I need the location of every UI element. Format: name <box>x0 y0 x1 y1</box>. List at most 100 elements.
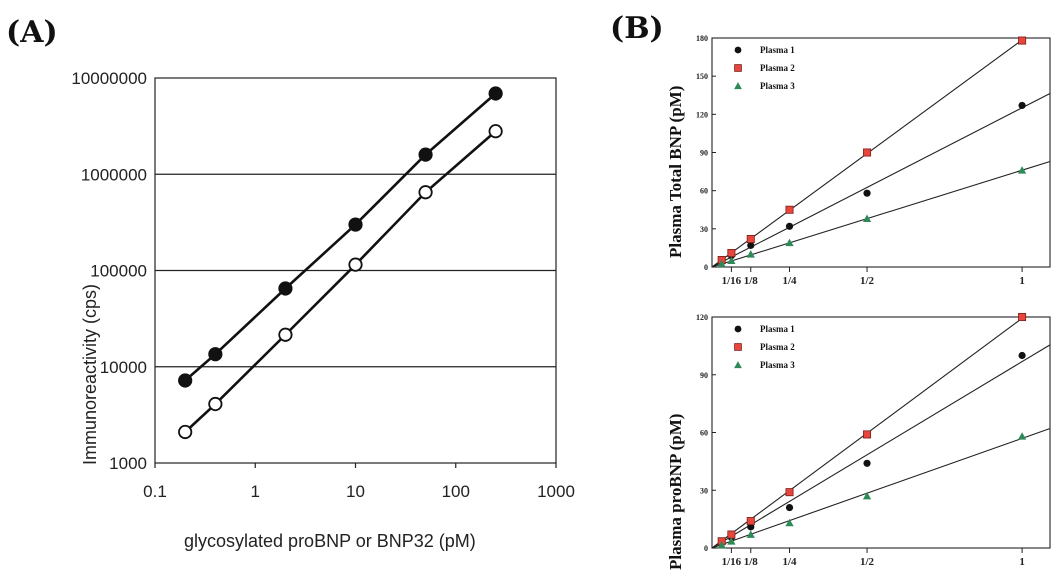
panel-b-bottom-series-2-point <box>1018 312 1027 321</box>
panel-b-bottom-series-3-point <box>862 491 872 500</box>
panel-a-y-tick-label: 100000 <box>90 262 147 281</box>
panel-b-top-series-2-point <box>727 249 736 258</box>
panel-a-x-axis-label: glycosylated proBNP or BNP32 (pM) <box>184 531 476 551</box>
panel-a-series-1-point <box>418 147 433 162</box>
panel-a-series-1-point <box>348 217 363 232</box>
panel-b-top-x-tick-label: 1/4 <box>782 275 797 287</box>
panel-b-bottom-series-3-point <box>1017 432 1027 440</box>
panel-a-chart: (A) Immunoreactivity (cps) glycosylated … <box>6 15 575 551</box>
panel-b-bottom-x-tick-label: 1 <box>1019 556 1025 568</box>
panel-b-top-x-tick-label: 1/8 <box>744 275 759 287</box>
panel-b-bottom-series-3-point <box>746 530 755 538</box>
panel-b-top-series-3-point <box>717 259 726 268</box>
panel-b-bottom-series-3-fit-line <box>711 428 1051 549</box>
panel-b-bottom-y-axis-label: Plasma proBNP (pM) <box>666 414 685 570</box>
panel-b-bottom-series-1-point <box>785 503 794 512</box>
panel-b-bottom-y-tick-label: 30 <box>700 486 708 495</box>
panel-b-bottom-series-2-point <box>746 517 755 526</box>
panel-a-x-tick-label: 1 <box>251 482 260 501</box>
panel-b-top-x-tick-label: 1/2 <box>860 275 875 287</box>
panel-b-top-legend-label: Plasma 1 <box>760 45 795 55</box>
panel-a-series-2-point <box>348 257 363 272</box>
panel-b-top-legend-marker <box>734 64 742 72</box>
panel-b-bottom-legend-label: Plasma 2 <box>760 342 795 352</box>
panel-a-x-tick-label: 0.1 <box>143 482 167 501</box>
panel-b-bottom-series-2-point <box>863 430 872 439</box>
panel-a-y-tick-label: 1000 <box>109 454 147 473</box>
panel-b-bottom-series-1-point <box>1018 351 1026 360</box>
panel-b-top-series-2-point <box>863 148 872 157</box>
panel-b-top-series-3-point <box>785 238 794 247</box>
panel-a-series-1-point <box>488 86 503 101</box>
panel-a-x-tick-label: 10 <box>346 482 365 501</box>
panel-b-top-x-tick-label: 1 <box>1019 275 1025 287</box>
panel-b-top-series-1-fit-line <box>711 92 1051 268</box>
panel-b-top-series-2-point <box>746 235 755 244</box>
panel-b-bottom-series-1-fit-line <box>711 344 1051 549</box>
panel-b-top-y-tick-label: 30 <box>700 225 708 234</box>
panel-b-top-series-1-point <box>1018 101 1026 110</box>
panel-a-y-tick-label: 1000000 <box>81 165 147 184</box>
panel-b-bottom-x-tick-label: 1/8 <box>744 556 759 568</box>
panel-a-series-1-point <box>208 347 223 362</box>
panel-a-series-1-point <box>178 373 193 388</box>
panel-a-series-2-line <box>184 130 497 433</box>
panel-a-x-tick-label: 100 <box>442 482 470 501</box>
panel-b-top-y-tick-label: 90 <box>700 149 708 158</box>
panel-b-top-y-tick-label: 0 <box>704 263 708 272</box>
panel-b-bottom-legend-label: Plasma 1 <box>760 324 795 334</box>
panel-b-bottom-series-1-point <box>863 459 871 467</box>
panel-b-bottom-series-3-point <box>785 518 794 527</box>
panel-b-top-series-2-point <box>785 205 794 214</box>
panel-b-bottom-legend-label: Plasma 3 <box>760 360 795 370</box>
panel-b-bottom-x-tick-label: 1/2 <box>860 556 875 568</box>
panel-b-top-series-1-point <box>785 222 794 230</box>
panel-a-x-tick-label: 1000 <box>537 482 575 501</box>
panel-b-bottom-y-tick-label: 60 <box>700 429 708 438</box>
panel-a-y-tick-label: 10000000 <box>71 69 147 88</box>
panel-a-series-2-point <box>178 424 193 440</box>
panel-b-bottom-series-3-point <box>727 537 736 545</box>
panel-b-bottom-legend-marker <box>734 343 742 351</box>
panel-b-bottom-y-tick-label: 90 <box>700 371 708 380</box>
panel-b-top-series-3-point <box>1017 166 1027 174</box>
panel-b-bottom-x-tick-label: 1/4 <box>782 556 797 568</box>
panel-b-bottom-x-tick-label: 1/16 <box>722 556 742 568</box>
panel-b-top-legend-label: Plasma 2 <box>760 63 795 73</box>
panel-b-top-y-tick-label: 60 <box>700 187 708 196</box>
panel-b-top-legend-marker <box>734 82 742 90</box>
panel-a-series-2-point <box>208 396 223 412</box>
panel-b-bottom-y-tick-label: 120 <box>696 313 708 322</box>
panel-a-series-1-point <box>278 281 293 296</box>
panel-b-bottom-series-2-point <box>785 488 794 497</box>
panel-a-y-tick-label: 10000 <box>100 358 147 377</box>
panel-b-top-y-axis-label: Plasma Total BNP (pM) <box>666 86 685 258</box>
panel-b-bottom-legend-marker <box>734 325 742 333</box>
panel-b-bottom-series-2-point <box>727 530 736 539</box>
panel-b-top-y-tick-label: 120 <box>696 110 708 119</box>
panel-b-top-series-3-point <box>862 214 872 222</box>
panel-b-top-series-2-point <box>1018 36 1027 45</box>
panel-a-letter: (A) <box>6 15 58 50</box>
panel-a-series-2-point <box>418 185 433 200</box>
panel-b-top-series-1-point <box>747 241 755 249</box>
panel-a-y-axis-label: Immunoreactivity (cps) <box>80 284 100 465</box>
panel-b-bottom-legend-marker <box>734 361 742 369</box>
panel-b-bottom-series-3-point <box>717 540 726 549</box>
panel-b-top-x-tick-label: 1/16 <box>722 275 742 287</box>
panel-b-charts: (B) Plasma Total BNP (pM) Plasma proBNP … <box>610 11 1051 570</box>
panel-b-top-series-3-fit-line <box>711 160 1051 268</box>
panel-b-top-legend-marker <box>734 46 742 54</box>
panel-a-series-1-line <box>184 92 497 382</box>
panel-b-top-series-3-point <box>746 250 755 258</box>
panel-b-top-y-tick-label: 180 <box>696 34 708 43</box>
panel-b-top-series-3-point <box>727 256 736 264</box>
panel-b-letter: (B) <box>610 11 664 46</box>
panel-a-series-2-point <box>488 124 503 139</box>
panel-b-top-series-1-point <box>863 189 871 197</box>
panel-b-bottom-y-tick-label: 0 <box>704 544 708 553</box>
panel-a-series-2-point <box>278 327 293 342</box>
panel-b-top-y-tick-label: 150 <box>696 72 708 81</box>
panel-b-top-legend-label: Plasma 3 <box>760 81 795 91</box>
